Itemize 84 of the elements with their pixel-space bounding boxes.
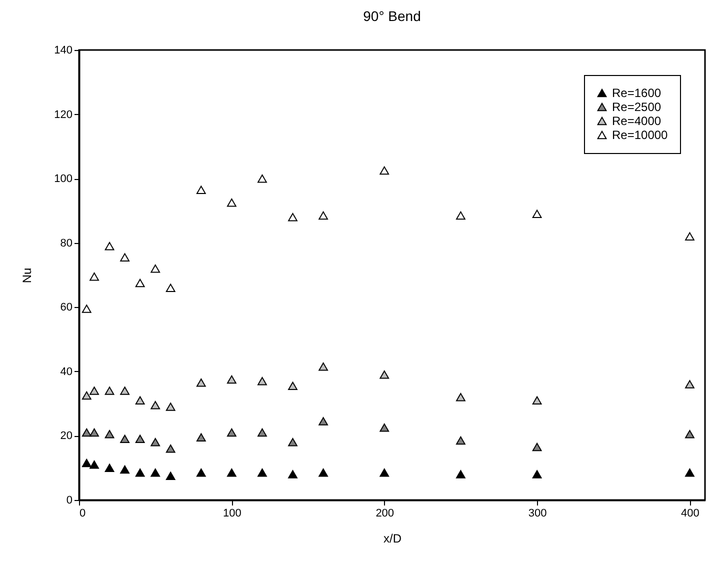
point bbox=[104, 464, 114, 472]
y-tick-label: 100 bbox=[54, 173, 72, 186]
point bbox=[135, 396, 145, 404]
point bbox=[456, 436, 466, 445]
point bbox=[685, 380, 694, 388]
point bbox=[135, 434, 145, 444]
x-tick-label: 0 bbox=[80, 508, 86, 520]
point bbox=[532, 442, 542, 452]
point bbox=[82, 304, 92, 313]
x-axis-title: x/D bbox=[384, 532, 402, 546]
point bbox=[685, 468, 694, 477]
point bbox=[150, 401, 160, 410]
point bbox=[150, 438, 160, 446]
legend-label: Re=4000 bbox=[612, 114, 662, 128]
point bbox=[104, 242, 114, 250]
point bbox=[258, 376, 267, 386]
y-tick-label: 0 bbox=[66, 494, 72, 506]
point bbox=[532, 470, 542, 478]
y-tick-label: 60 bbox=[60, 302, 72, 314]
point bbox=[227, 375, 236, 384]
point bbox=[90, 272, 99, 281]
point bbox=[258, 468, 267, 477]
y-tick-label: 80 bbox=[60, 237, 72, 250]
x-tick-label: 100 bbox=[223, 508, 242, 520]
point bbox=[120, 386, 130, 395]
point bbox=[318, 211, 328, 220]
point bbox=[685, 430, 694, 438]
point bbox=[135, 278, 145, 288]
point bbox=[288, 382, 298, 390]
point bbox=[196, 433, 206, 442]
y-tick-label: 40 bbox=[60, 366, 72, 378]
legend-label: Re=2500 bbox=[612, 100, 662, 114]
point bbox=[456, 470, 466, 478]
x-tick-label: 200 bbox=[376, 508, 394, 520]
point bbox=[104, 430, 114, 438]
point bbox=[166, 402, 176, 411]
point bbox=[380, 424, 390, 432]
point bbox=[166, 284, 176, 292]
point bbox=[196, 378, 206, 387]
y-axis-title: Nu bbox=[20, 268, 34, 284]
x-tick-label: 300 bbox=[528, 508, 547, 520]
legend-label: Re=1600 bbox=[612, 86, 662, 100]
point bbox=[258, 428, 267, 437]
point bbox=[166, 472, 176, 480]
legend-label: Re=10000 bbox=[612, 128, 668, 142]
point bbox=[90, 386, 99, 395]
point bbox=[120, 253, 130, 262]
point bbox=[227, 468, 236, 477]
point bbox=[90, 460, 99, 469]
point bbox=[318, 417, 328, 426]
point bbox=[120, 434, 130, 444]
point bbox=[532, 396, 542, 404]
point bbox=[82, 391, 92, 400]
point bbox=[288, 438, 298, 446]
point bbox=[380, 166, 390, 175]
point bbox=[82, 458, 92, 468]
point bbox=[196, 468, 206, 477]
point bbox=[166, 444, 176, 453]
y-tick-label: 20 bbox=[60, 430, 72, 442]
x-tick-label: 400 bbox=[681, 508, 700, 520]
point bbox=[456, 393, 466, 402]
point bbox=[150, 264, 160, 273]
point bbox=[120, 465, 130, 474]
point bbox=[227, 428, 236, 437]
point bbox=[318, 468, 328, 477]
point bbox=[227, 198, 236, 207]
point bbox=[685, 232, 694, 241]
point bbox=[82, 428, 92, 437]
point bbox=[150, 468, 160, 477]
point bbox=[90, 428, 99, 437]
point bbox=[532, 210, 542, 218]
y-tick-label: 140 bbox=[54, 44, 72, 56]
point bbox=[380, 468, 390, 477]
y-tick-label: 120 bbox=[54, 108, 72, 121]
point bbox=[288, 213, 298, 222]
point bbox=[135, 468, 145, 477]
point bbox=[288, 470, 298, 478]
point bbox=[196, 186, 206, 194]
point bbox=[318, 362, 328, 371]
point bbox=[104, 386, 114, 395]
point bbox=[456, 211, 466, 220]
chart-title: 90° Bend bbox=[363, 8, 421, 24]
point bbox=[380, 370, 390, 379]
point bbox=[258, 174, 267, 183]
